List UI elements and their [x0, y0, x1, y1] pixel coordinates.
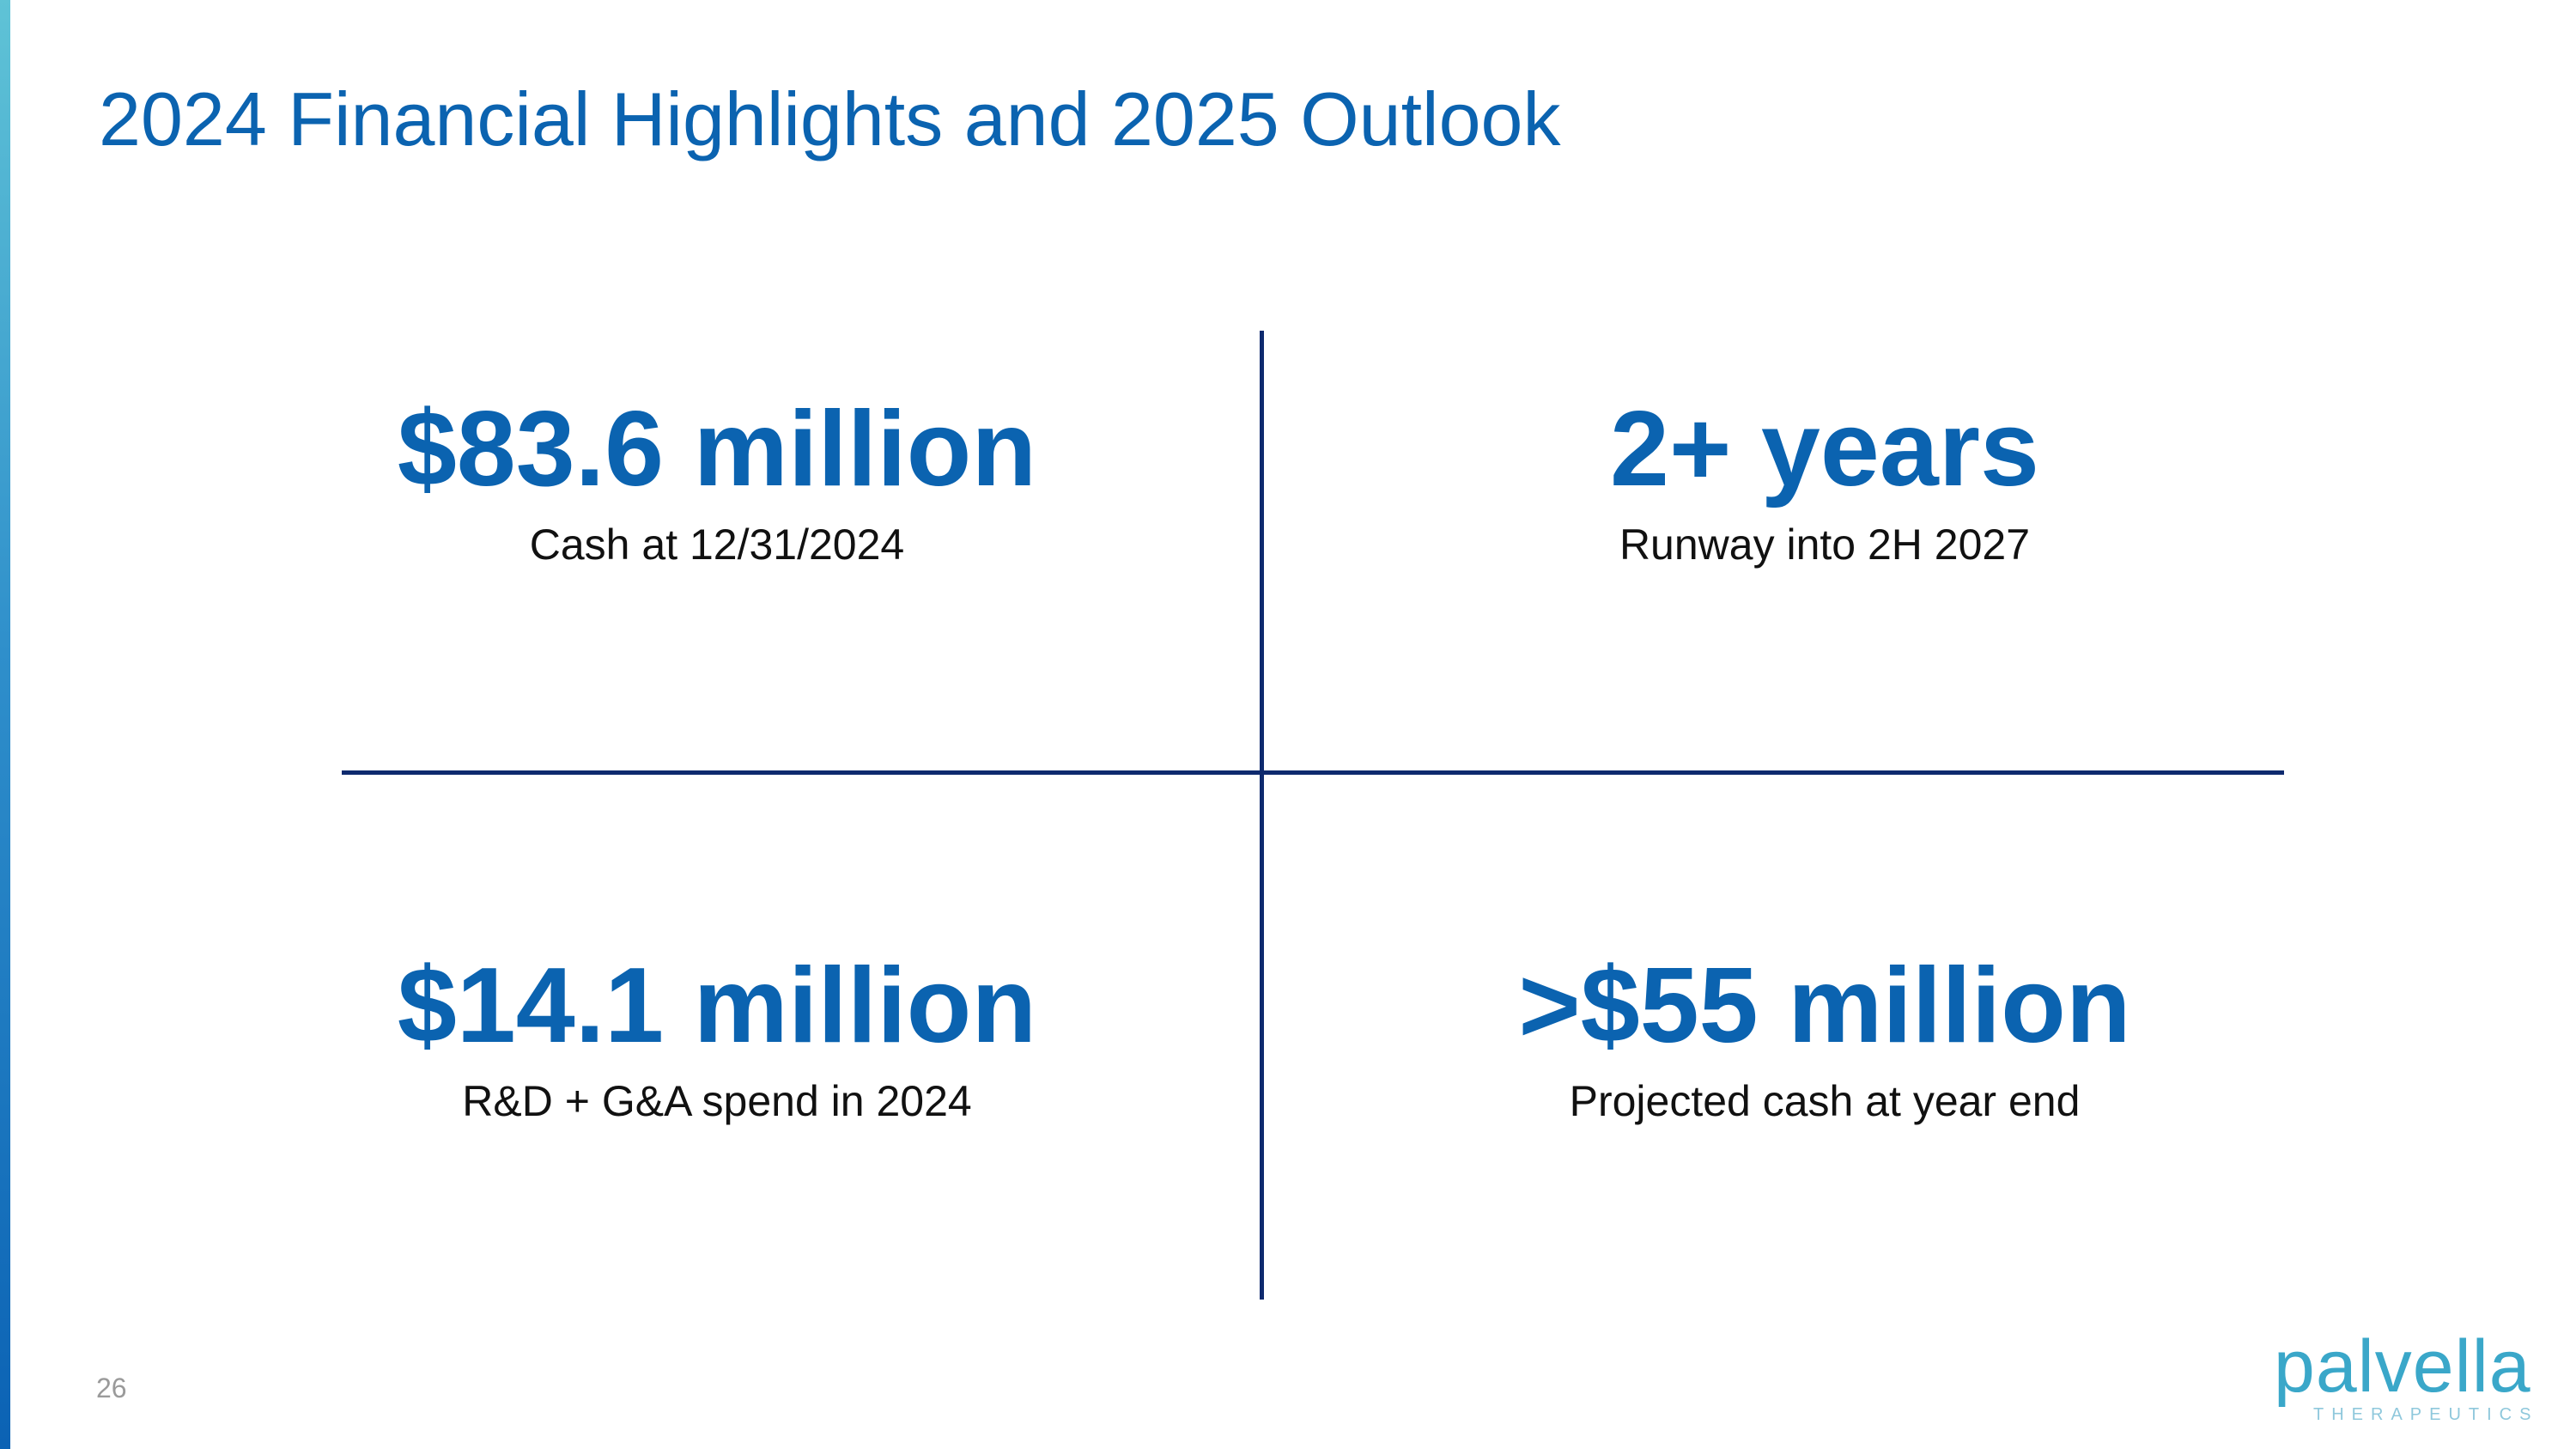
- highlight-runway: 2+ years Runway into 2H 2027: [1352, 391, 2297, 569]
- page-number: 26: [96, 1373, 127, 1403]
- logo-tagline: THERAPEUTICS: [2313, 1405, 2539, 1424]
- highlight-projected-cash: >$55 million Projected cash at year end: [1352, 947, 2297, 1126]
- highlight-caption: R&D + G&A spend in 2024: [462, 1077, 972, 1126]
- highlight-value: >$55 million: [1518, 947, 2131, 1065]
- horizontal-divider: [342, 770, 2284, 775]
- highlight-value: $83.6 million: [397, 390, 1037, 508]
- left-accent-bar: [0, 0, 10, 1449]
- highlight-caption: Projected cash at year end: [1569, 1077, 2081, 1126]
- highlight-value: $14.1 million: [397, 947, 1037, 1065]
- logo-wordmark: palvella: [2274, 1325, 2531, 1408]
- highlight-caption: Cash at 12/31/2024: [529, 521, 905, 569]
- company-logo: palvella THERAPEUTICS: [2274, 1330, 2540, 1425]
- vertical-divider: [1260, 331, 1264, 1300]
- slide-title: 2024 Financial Highlights and 2025 Outlo…: [99, 76, 1561, 161]
- highlight-spend: $14.1 million R&D + G&A spend in 2024: [245, 947, 1189, 1126]
- highlight-caption: Runway into 2H 2027: [1619, 521, 2031, 569]
- highlight-value: 2+ years: [1610, 390, 2039, 508]
- highlight-cash: $83.6 million Cash at 12/31/2024: [245, 391, 1189, 569]
